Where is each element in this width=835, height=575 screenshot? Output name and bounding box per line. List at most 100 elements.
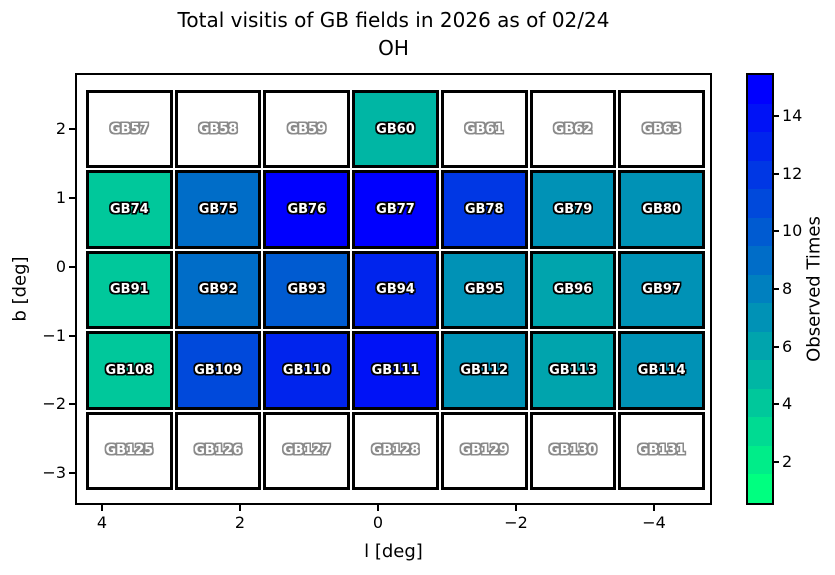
colorbar-tick-label: 6 — [782, 336, 793, 356]
colorbar-tick-label: 4 — [782, 394, 793, 414]
field-label: GB60 — [376, 121, 415, 137]
heatmap-cell-gb74: GB74 — [86, 170, 173, 249]
heatmap-cell-gb96: GB96 — [529, 250, 617, 330]
y-tick-label: 2 — [55, 119, 66, 138]
heatmap-cell-gb109: GB109 — [174, 331, 262, 410]
colorbar-band — [748, 274, 772, 304]
field-label: GB97 — [642, 282, 681, 298]
field-label: GB79 — [553, 202, 593, 218]
y-tick-mark — [69, 197, 75, 199]
heatmap-cell-gb125: GB125 — [86, 411, 173, 490]
heatmap-cell-gb76: GB76 — [263, 170, 351, 249]
heatmap-cell-gb113: GB113 — [529, 331, 617, 410]
heatmap-cell-gb92: GB92 — [174, 250, 262, 330]
field-label: GB111 — [371, 362, 420, 378]
field-label: GB108 — [105, 362, 154, 378]
field-label: GB129 — [460, 443, 509, 459]
heatmap-cell-gb111: GB111 — [352, 331, 439, 410]
field-label: GB109 — [194, 362, 242, 378]
heatmap-cell-gb93: GB93 — [263, 250, 351, 330]
field-label: GB62 — [553, 121, 593, 137]
y-tick-mark — [69, 266, 75, 268]
field-label: GB93 — [287, 282, 327, 298]
y-tick-mark — [69, 335, 75, 337]
heatmap-cell-gb95: GB95 — [440, 250, 528, 330]
colorbar-band — [748, 160, 772, 190]
chart-title-line1: Total visitis of GB fields in 2026 as of… — [177, 8, 610, 32]
x-tick-mark — [101, 505, 103, 511]
x-axis-label: l [deg] — [364, 541, 423, 562]
field-label: GB125 — [105, 443, 154, 459]
colorbar-tick-mark — [774, 115, 779, 118]
colorbar-tick-label: 10 — [782, 221, 803, 241]
colorbar-band — [748, 217, 772, 247]
heatmap-cell-gb80: GB80 — [618, 170, 705, 249]
heatmap-cell-gb97: GB97 — [618, 250, 705, 330]
field-label: GB57 — [110, 121, 149, 137]
y-tick-label: 0 — [55, 257, 66, 276]
colorbar-band — [748, 303, 772, 332]
y-tick-label: −3 — [42, 463, 66, 482]
y-tick-mark — [69, 472, 75, 474]
heatmap-cell-gb61: GB61 — [440, 90, 528, 169]
field-label: GB110 — [282, 362, 331, 378]
field-label: GB75 — [198, 202, 238, 218]
x-tick-mark — [653, 505, 655, 511]
colorbar-band — [748, 388, 772, 418]
chart-title: Total visitis of GB fields in 2026 as of… — [75, 6, 712, 62]
field-label: GB130 — [549, 443, 597, 459]
y-tick-label: −2 — [42, 394, 66, 413]
field-label: GB58 — [198, 121, 238, 137]
colorbar-tick-mark — [774, 230, 779, 233]
colorbar-band — [748, 75, 772, 104]
heatmap-cell-gb114: GB114 — [618, 331, 705, 410]
colorbar-band — [748, 360, 772, 389]
heatmap-cell-gb63: GB63 — [618, 90, 705, 169]
colorbar-band — [748, 474, 772, 503]
plot-area: GB57 GB58 GB59 GB60 GB61 GB62 GB63 GB74 GB75 GB76… — [75, 73, 712, 505]
colorbar-band — [748, 445, 772, 475]
colorbar-tick-mark — [774, 172, 779, 175]
heatmap-cell-gb77: GB77 — [352, 170, 439, 249]
y-tick-label: −1 — [42, 326, 66, 345]
colorbar — [746, 73, 774, 505]
field-label: GB76 — [287, 202, 327, 218]
colorbar-tick-mark — [774, 403, 779, 406]
colorbar-tick-label: 8 — [782, 279, 793, 298]
colorbar-tick-mark — [774, 288, 779, 290]
field-label: GB78 — [464, 202, 504, 218]
heatmap-cell-gb60: GB60 — [352, 90, 439, 169]
heatmap-cell-gb79: GB79 — [529, 170, 617, 249]
heatmap-cell-gb129: GB129 — [440, 411, 528, 490]
field-label: GB114 — [637, 362, 686, 378]
field-label: GB91 — [110, 282, 149, 298]
heatmap-cell-gb126: GB126 — [174, 411, 262, 490]
colorbar-band — [748, 189, 772, 218]
field-label: GB77 — [376, 202, 415, 218]
field-label: GB92 — [198, 282, 238, 298]
field-label: GB128 — [371, 443, 420, 459]
field-label: GB59 — [287, 121, 327, 137]
colorbar-tick-mark — [774, 345, 779, 348]
field-label: GB112 — [460, 362, 509, 378]
heatmap-cell-gb110: GB110 — [263, 331, 351, 410]
field-label: GB94 — [376, 282, 415, 298]
colorbar-label: Observed Times — [803, 216, 825, 362]
x-tick-mark — [239, 505, 241, 511]
x-tick-label: −2 — [504, 513, 528, 532]
heatmap-cell-gb75: GB75 — [174, 170, 262, 249]
heatmap-cell-gb130: GB130 — [529, 411, 617, 490]
x-tick-label: 0 — [372, 513, 384, 532]
y-tick-mark — [69, 128, 75, 130]
field-label: GB61 — [464, 121, 504, 137]
colorbar-band — [748, 103, 772, 133]
field-label: GB126 — [194, 443, 242, 459]
colorbar-tick-label: 2 — [782, 451, 793, 471]
chart-title-line2: OH — [378, 36, 409, 60]
colorbar-band — [748, 132, 772, 161]
field-grid: GB57 GB58 GB59 GB60 GB61 GB62 GB63 GB74 GB75 GB76… — [86, 90, 705, 490]
heatmap-cell-gb127: GB127 — [263, 411, 351, 490]
x-tick-label: 4 — [96, 513, 108, 532]
colorbar-tick-mark — [774, 460, 779, 463]
